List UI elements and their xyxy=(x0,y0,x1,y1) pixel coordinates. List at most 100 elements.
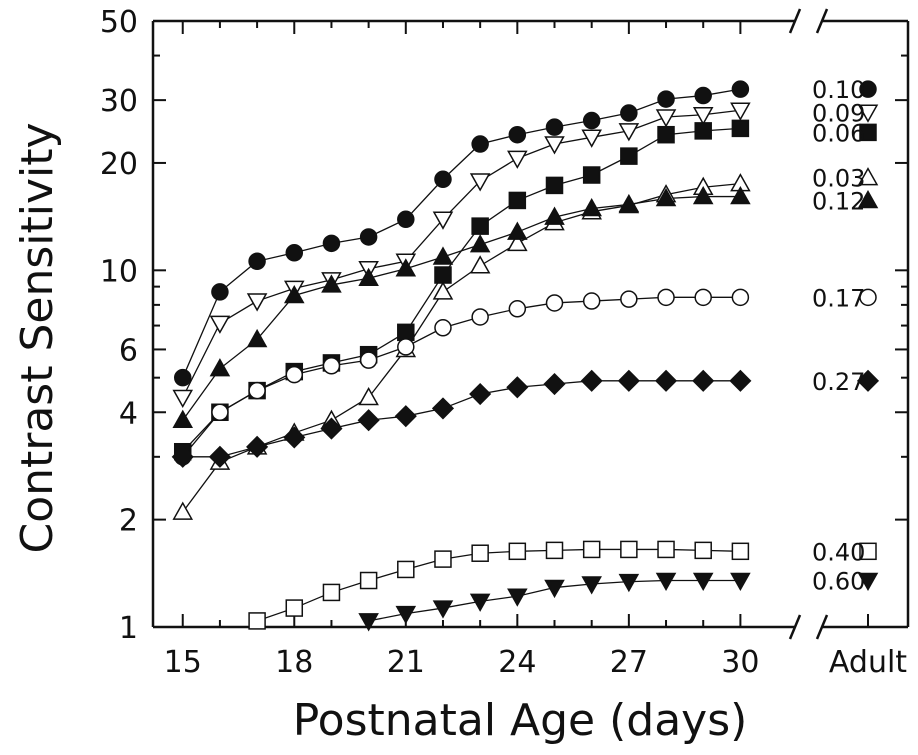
data-point xyxy=(397,210,415,229)
data-point xyxy=(469,234,491,253)
data-point xyxy=(692,186,714,205)
series-line-0.27 xyxy=(182,380,741,458)
data-point xyxy=(171,445,194,468)
axis-break-mark xyxy=(788,614,802,640)
series-label: 0.09 xyxy=(812,99,865,127)
plot-frame xyxy=(151,8,910,640)
data-point xyxy=(620,290,638,308)
x-tick-label: 21 xyxy=(387,645,425,680)
data-point xyxy=(582,111,601,130)
series-label: 0.06 xyxy=(812,119,865,147)
data-point xyxy=(173,368,192,387)
data-point xyxy=(544,136,565,155)
adult-data-point xyxy=(856,369,880,392)
data-point xyxy=(359,228,378,246)
data-point xyxy=(508,542,527,561)
data-point xyxy=(434,319,452,337)
data-point xyxy=(432,246,454,265)
data-point xyxy=(248,612,266,630)
data-point xyxy=(322,357,341,375)
data-point xyxy=(357,409,380,432)
series-line-0.09 xyxy=(182,109,741,398)
data-point xyxy=(544,579,565,599)
data-point xyxy=(618,123,640,142)
series-label: 0.60 xyxy=(812,568,865,596)
data-point xyxy=(618,193,640,213)
data-point xyxy=(508,300,527,318)
data-point xyxy=(655,187,677,207)
data-point xyxy=(248,381,266,400)
data-point xyxy=(694,541,712,560)
data-point xyxy=(432,281,454,300)
data-point xyxy=(358,386,379,406)
adult-data-point xyxy=(857,190,879,209)
data-point xyxy=(694,288,712,307)
data-point xyxy=(321,274,342,293)
data-point xyxy=(617,369,640,392)
series-lines xyxy=(182,88,741,622)
axis-break-mark xyxy=(815,614,829,640)
data-point xyxy=(283,284,305,304)
data-point xyxy=(394,405,417,428)
data-point xyxy=(469,382,492,406)
data-point xyxy=(246,328,268,348)
y-tick-label: 10 xyxy=(100,254,138,289)
series-line-0.03 xyxy=(182,182,741,513)
data-point xyxy=(359,571,378,590)
data-point xyxy=(620,147,638,165)
data-point xyxy=(655,572,677,592)
data-point xyxy=(692,369,715,392)
data-point xyxy=(582,540,601,559)
data-point xyxy=(246,293,268,312)
data-point xyxy=(248,252,266,271)
data-point xyxy=(209,315,231,334)
data-point xyxy=(432,211,454,230)
adult-data-point xyxy=(859,80,877,98)
data-point xyxy=(581,198,602,217)
series-label: 0.10 xyxy=(812,76,865,104)
data-point xyxy=(544,206,565,225)
data-point xyxy=(545,541,564,560)
y-tick-label: 1 xyxy=(119,611,138,646)
data-point xyxy=(654,369,678,392)
x-axis-title: Postnatal Age (days) xyxy=(293,695,748,746)
data-point xyxy=(620,540,638,559)
data-point xyxy=(322,583,341,602)
series-markers xyxy=(171,80,880,632)
data-point xyxy=(471,135,489,153)
data-point xyxy=(172,501,194,520)
data-point xyxy=(657,288,675,307)
data-point xyxy=(507,150,528,169)
series-labels: 0.100.090.06 0.030.12 0.17 0.27 0.400.60 xyxy=(812,76,865,595)
x-tick-label: 30 xyxy=(721,645,759,680)
data-point xyxy=(508,191,527,210)
series-label: 0.12 xyxy=(812,188,865,216)
data-point xyxy=(506,376,529,399)
data-point xyxy=(172,409,194,428)
adult-data-point xyxy=(857,167,879,186)
adult-data-point xyxy=(859,288,877,307)
data-point xyxy=(395,605,417,625)
data-point xyxy=(320,417,343,440)
series-label: 0.17 xyxy=(812,284,865,312)
data-point xyxy=(507,588,528,607)
y-tick-label: 2 xyxy=(119,504,138,539)
data-point xyxy=(285,244,304,262)
data-point xyxy=(358,267,379,287)
data-point xyxy=(209,358,231,377)
data-point xyxy=(545,294,564,312)
data-point xyxy=(657,540,675,559)
y-tick-label: 30 xyxy=(100,84,138,119)
data-point xyxy=(469,255,491,274)
y-axis-title: Contrast Sensitivity xyxy=(12,122,63,553)
data-point xyxy=(580,369,603,392)
data-point xyxy=(730,572,751,592)
adult-data-point xyxy=(857,104,879,123)
data-point xyxy=(285,599,304,617)
data-point xyxy=(434,266,452,284)
x-tick-label-adult: Adult xyxy=(829,645,907,680)
data-point xyxy=(397,338,415,356)
data-point xyxy=(246,435,269,458)
data-point xyxy=(431,397,455,420)
